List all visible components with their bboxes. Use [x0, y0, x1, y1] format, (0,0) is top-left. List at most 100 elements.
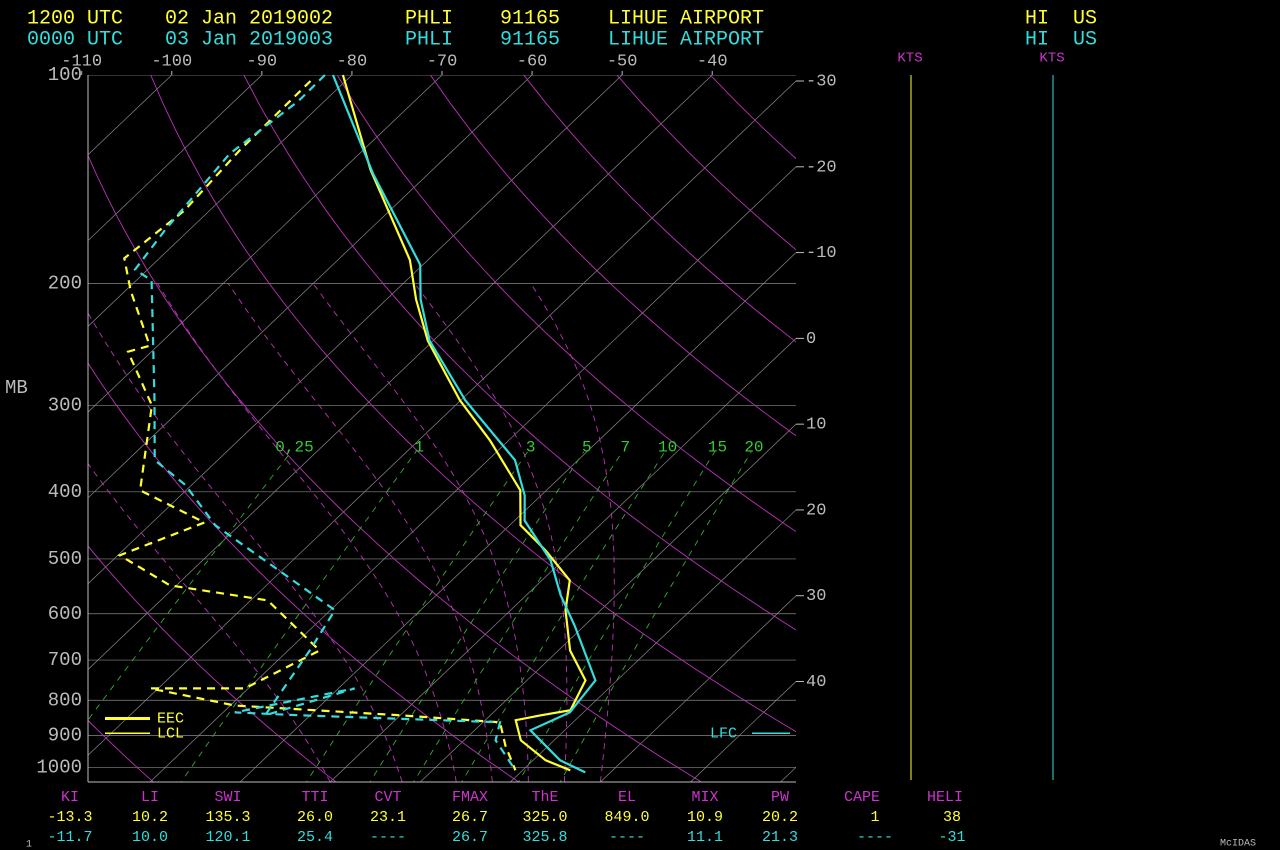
mixing-ratio-label: 0,25 — [275, 439, 313, 457]
header-date: 03 Jan 2019003 — [165, 28, 333, 51]
dry-adiabat — [243, 75, 796, 631]
index-name: PW — [771, 789, 789, 806]
footer: McIDAS — [1220, 839, 1256, 850]
index-value: 849.0 — [604, 809, 649, 826]
dewpoint-line — [117, 80, 517, 771]
wind-unit: KTS — [1039, 51, 1064, 67]
moist-adiabat — [157, 283, 457, 782]
dry-adiabat — [150, 75, 796, 733]
header-time: 0000 UTC — [27, 28, 123, 51]
index-name: EL — [618, 789, 636, 806]
isotherm — [88, 75, 623, 585]
dry-adiabat — [88, 719, 154, 782]
header-country: HI US — [1025, 28, 1097, 51]
isotherm — [88, 75, 713, 670]
x-tick-label: -80 — [337, 52, 368, 71]
index-value: 325.8 — [522, 829, 567, 846]
isotherm — [149, 166, 796, 782]
index-value: ---- — [857, 829, 893, 846]
temperature-line — [341, 74, 587, 772]
y-tick-label: 1000 — [36, 756, 82, 778]
y-tick-label: 500 — [48, 548, 82, 570]
y-tick-label: 400 — [48, 481, 82, 503]
header-id: 91165 — [500, 28, 560, 51]
level-label: EEC — [157, 710, 184, 727]
index-value: 10.9 — [687, 809, 723, 826]
index-value: 120.1 — [205, 829, 250, 846]
mixing-ratio-label: 20 — [744, 439, 763, 457]
skew-tick-label: -30 — [806, 72, 837, 91]
index-value: 26.7 — [452, 809, 488, 826]
skew-tick-label: 30 — [806, 587, 826, 606]
header-id: 91165 — [500, 7, 560, 30]
dry-adiabat — [709, 75, 796, 160]
isotherm — [88, 75, 263, 242]
wind-unit: KTS — [897, 51, 922, 67]
index-value: 135.3 — [205, 809, 250, 826]
y-tick-label: 300 — [48, 394, 82, 416]
dry-adiabat — [88, 362, 520, 782]
mixing-ratio-label: 3 — [526, 439, 536, 457]
index-value: 20.2 — [762, 809, 798, 826]
isotherm — [88, 75, 443, 413]
temperature-line — [331, 74, 597, 774]
index-name: TTI — [301, 789, 328, 806]
index-value: 10.2 — [132, 809, 168, 826]
index-name: HELI — [927, 789, 963, 806]
index-value: -11.7 — [47, 829, 92, 846]
moist-adiabat — [312, 283, 529, 782]
isotherm — [0, 43, 115, 796]
skew-tick-label: -20 — [806, 158, 837, 177]
skew-tick-label: -10 — [806, 244, 837, 263]
footer: 1 — [26, 840, 32, 850]
mixing-ratio-line — [413, 451, 623, 782]
isotherm — [0, 43, 25, 796]
x-tick-label: -60 — [517, 52, 548, 71]
moist-adiabat — [88, 462, 331, 782]
isotherm — [88, 75, 353, 327]
index-name: LI — [141, 789, 159, 806]
isotherm — [88, 80, 796, 756]
mixing-ratio-label: 15 — [708, 439, 727, 457]
dry-adiabat — [616, 75, 796, 251]
mixing-ratio-label: 10 — [658, 439, 677, 457]
moist-adiabat — [227, 283, 493, 782]
isotherm — [88, 75, 173, 156]
index-value: -31 — [938, 829, 965, 846]
isotherm — [329, 337, 796, 782]
index-name: CAPE — [844, 789, 880, 806]
dry-adiabat — [523, 75, 796, 343]
level-label: LFC — [710, 725, 737, 742]
mixing-ratio-line — [461, 451, 666, 782]
mixing-ratio-line — [369, 451, 585, 782]
moist-adiabat — [88, 312, 403, 782]
index-value: 21.3 — [762, 829, 798, 846]
y-tick-label: 600 — [48, 603, 82, 625]
isotherm — [509, 509, 796, 782]
skew-tick-label: 40 — [806, 673, 826, 692]
dry-adiabat — [336, 75, 796, 533]
index-value: 26.0 — [297, 809, 333, 826]
isotherm — [780, 766, 796, 782]
y-tick-label: 800 — [48, 689, 82, 711]
moist-adiabat — [414, 283, 568, 782]
isotherm — [689, 681, 796, 782]
y-tick-label: 100 — [48, 64, 82, 86]
header-time: 1200 UTC — [27, 7, 123, 30]
header-station: PHLI — [405, 7, 453, 30]
moist-adiabat — [530, 283, 615, 782]
y-tick-label: 700 — [48, 649, 82, 671]
index-value: 38 — [943, 809, 961, 826]
y-tick-label: 200 — [48, 272, 82, 294]
isotherm — [599, 595, 796, 782]
index-value: ---- — [609, 829, 645, 846]
x-tick-label: -70 — [427, 52, 458, 71]
x-tick-label: -90 — [247, 52, 278, 71]
index-name: ThE — [531, 789, 558, 806]
index-value: 23.1 — [370, 809, 406, 826]
index-name: SWI — [214, 789, 241, 806]
header-name: LIHUE AIRPORT — [608, 28, 764, 51]
dry-adiabat — [772, 43, 1280, 796]
mixing-ratio-line — [518, 451, 716, 782]
